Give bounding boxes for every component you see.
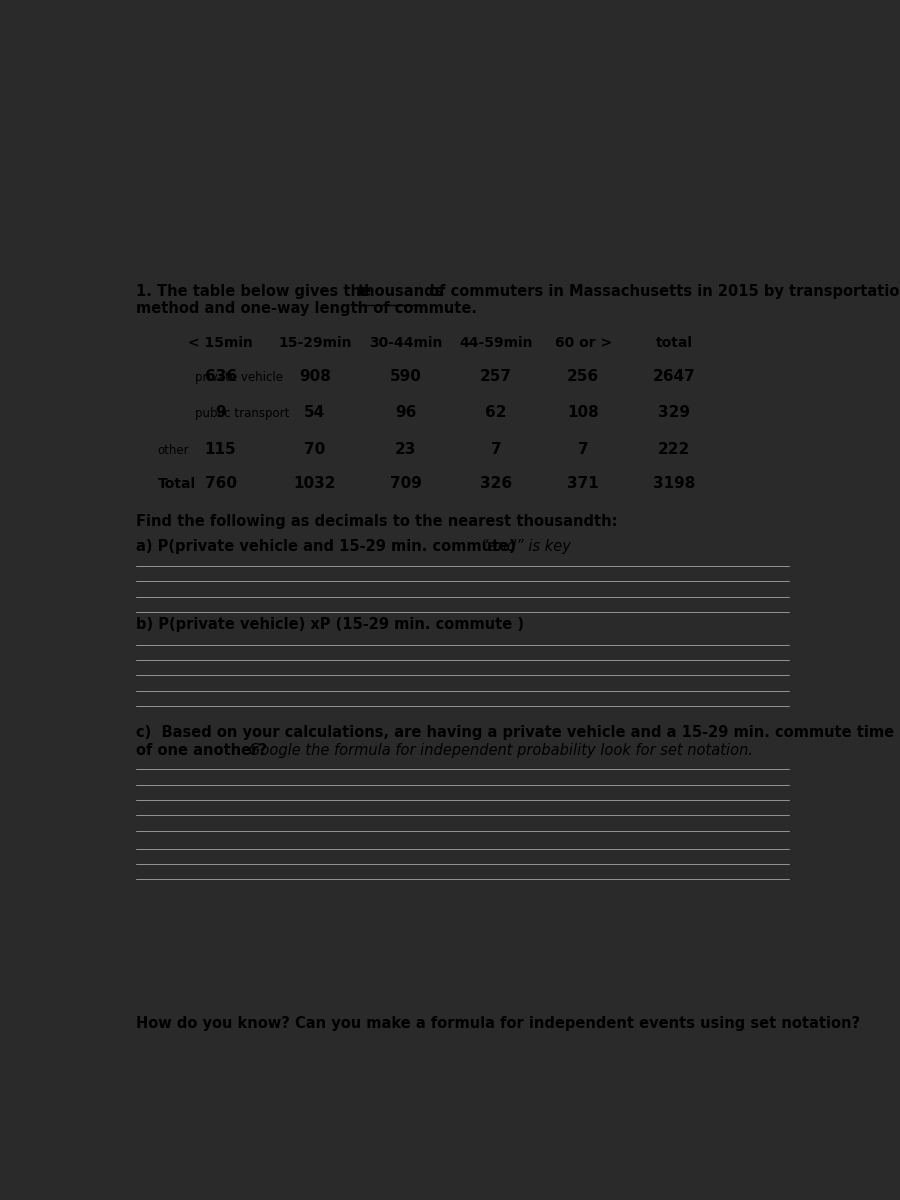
Text: c)  Based on your calculations, are having a private vehicle and a 15-29 min. co: c) Based on your calculations, are havin… bbox=[136, 725, 900, 740]
Text: 115: 115 bbox=[205, 442, 237, 456]
Text: 1. The table below gives the: 1. The table below gives the bbox=[136, 284, 375, 300]
Text: 3198: 3198 bbox=[652, 476, 695, 491]
Text: 54: 54 bbox=[304, 406, 326, 420]
Text: 60 or >: 60 or > bbox=[554, 336, 612, 349]
Text: 1032: 1032 bbox=[293, 476, 336, 491]
Text: public transport: public transport bbox=[194, 407, 289, 420]
Text: 371: 371 bbox=[567, 476, 599, 491]
Text: 908: 908 bbox=[299, 370, 330, 384]
Text: 256: 256 bbox=[567, 370, 599, 384]
Text: 62: 62 bbox=[485, 406, 507, 420]
Text: 44-59min: 44-59min bbox=[459, 336, 533, 349]
Text: 590: 590 bbox=[390, 370, 421, 384]
Text: b) P(private vehicle) xP (15-29 min. commute ): b) P(private vehicle) xP (15-29 min. com… bbox=[136, 617, 524, 632]
Bar bbox=[112, 144, 810, 244]
Text: method and one-way length of commute.: method and one-way length of commute. bbox=[136, 301, 476, 317]
Text: 709: 709 bbox=[390, 476, 421, 491]
Text: other: other bbox=[158, 444, 190, 456]
Text: Google the formula for independent probability look for set notation.: Google the formula for independent proba… bbox=[248, 743, 752, 757]
Text: 326: 326 bbox=[480, 476, 512, 491]
Text: a) P(private vehicle and 15-29 min. commute): a) P(private vehicle and 15-29 min. comm… bbox=[136, 539, 520, 553]
Text: 7: 7 bbox=[491, 442, 501, 456]
Text: 329: 329 bbox=[658, 406, 690, 420]
Text: total: total bbox=[655, 336, 692, 349]
Text: 257: 257 bbox=[480, 370, 512, 384]
Text: 7: 7 bbox=[578, 442, 589, 456]
Text: 70: 70 bbox=[304, 442, 326, 456]
Text: 222: 222 bbox=[658, 442, 690, 456]
Text: 636: 636 bbox=[204, 370, 237, 384]
Text: private vehicle: private vehicle bbox=[194, 371, 283, 384]
Text: Find the following as decimals to the nearest thousandth:: Find the following as decimals to the ne… bbox=[136, 514, 617, 529]
Text: 2647: 2647 bbox=[652, 370, 696, 384]
Text: 108: 108 bbox=[567, 406, 599, 420]
Text: < 15min: < 15min bbox=[188, 336, 253, 349]
Text: 96: 96 bbox=[395, 406, 416, 420]
Text: 15-29min: 15-29min bbox=[278, 336, 352, 349]
Text: thousands: thousands bbox=[357, 284, 444, 300]
Text: Total: Total bbox=[158, 478, 196, 491]
Text: 30-44min: 30-44min bbox=[369, 336, 442, 349]
Text: 9: 9 bbox=[215, 406, 226, 420]
Text: 23: 23 bbox=[395, 442, 416, 456]
Text: of one another?: of one another? bbox=[136, 743, 272, 757]
Text: How do you know? Can you make a formula for independent events using set notatio: How do you know? Can you make a formula … bbox=[136, 1016, 859, 1031]
Text: “and” is key: “and” is key bbox=[481, 539, 571, 553]
Text: 760: 760 bbox=[204, 476, 237, 491]
Text: of commuters in Massachusetts in 2015 by transportation: of commuters in Massachusetts in 2015 by… bbox=[424, 284, 900, 300]
